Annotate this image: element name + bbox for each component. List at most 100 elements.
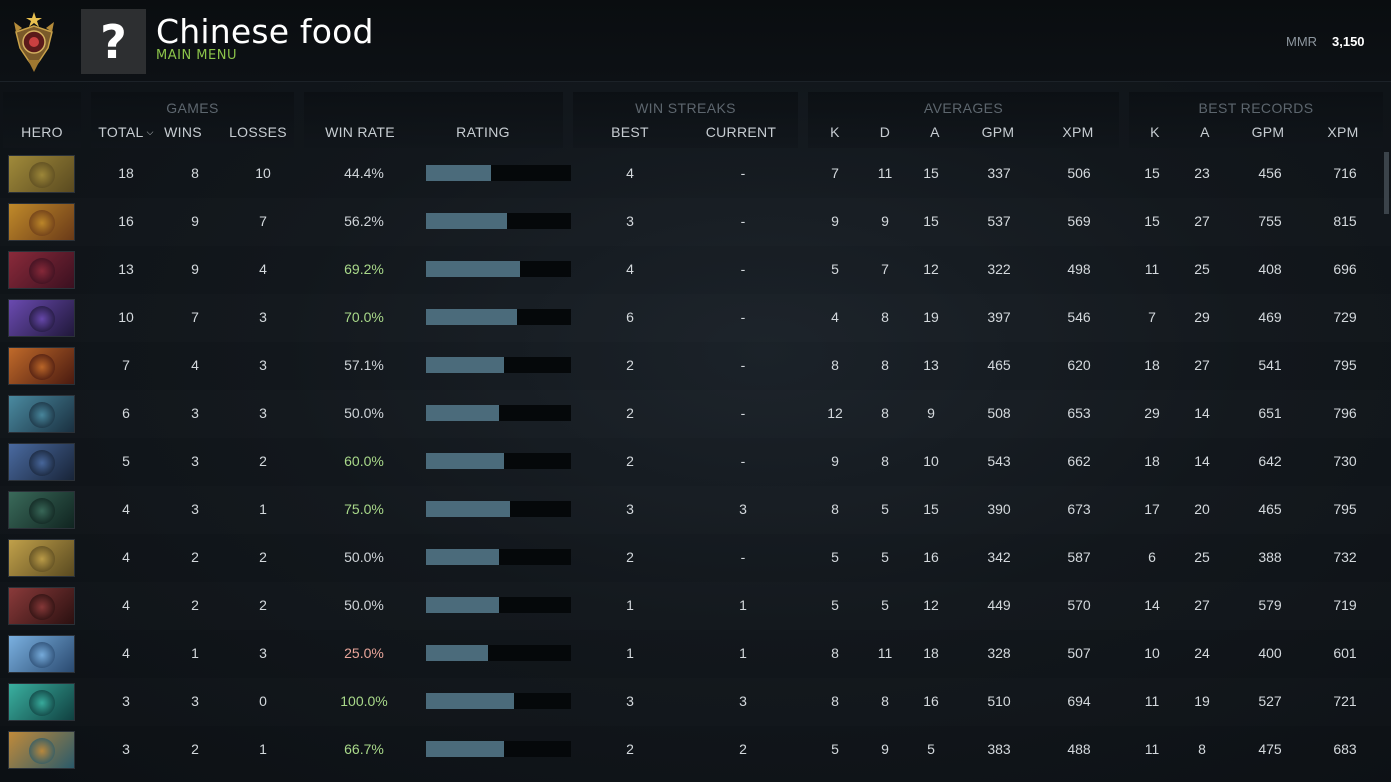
table-row[interactable]: 3 2 1 66.7% 2 2 5 9 5 383 488 11 8 475 683 [0, 726, 1391, 774]
column-header-best-gpm[interactable]: GPM [1245, 124, 1291, 140]
table-row[interactable]: 16 9 7 56.2% 3 - 9 9 15 537 569 15 27 755 815 [0, 198, 1391, 246]
avg-gpm-cell: 342 [987, 549, 1011, 565]
column-header-avg-assists[interactable]: A [920, 124, 950, 140]
column-header-avg-deaths[interactable]: D [870, 124, 900, 140]
table-row[interactable]: 4 2 2 50.0% 1 1 5 5 12 449 570 14 27 579 719 [0, 582, 1391, 630]
best-xpm-cell: 795 [1333, 357, 1357, 373]
best-streak-cell: 4 [626, 165, 634, 181]
table-row[interactable]: 3 3 0 100.0% 3 3 8 8 16 510 694 11 19 527 721 [0, 678, 1391, 726]
best-xpm-cell: 696 [1333, 261, 1357, 277]
best-streak-cell: 3 [626, 693, 634, 709]
column-header-total[interactable]: TOTAL ⌵ [91, 124, 161, 140]
rating-bar-fill [426, 549, 499, 565]
best-kills-cell: 11 [1144, 693, 1160, 709]
column-header-hero[interactable]: HERO [3, 124, 81, 140]
hero-portrait-icon[interactable] [8, 443, 75, 481]
avatar-placeholder-icon: ? [100, 14, 127, 69]
table-scrollbar[interactable] [1384, 152, 1389, 214]
hero-portrait-icon[interactable] [8, 491, 75, 529]
column-header-win-rate[interactable]: WIN RATE [314, 124, 406, 140]
avg-gpm-cell: 449 [987, 597, 1011, 613]
table-row[interactable]: 6 3 3 50.0% 2 - 12 8 9 508 653 29 14 651 796 [0, 390, 1391, 438]
hero-portrait-icon[interactable] [8, 587, 75, 625]
avg-deaths-cell: 5 [881, 501, 889, 517]
column-header-label: K [1150, 124, 1160, 140]
hero-portrait-icon[interactable] [8, 155, 75, 193]
losses-cell: 7 [259, 213, 267, 229]
rating-bar [426, 405, 571, 421]
avatar[interactable]: ? [81, 9, 146, 74]
hero-face-shape [29, 402, 55, 428]
best-assists-cell: 24 [1194, 645, 1210, 661]
column-header-label: CURRENT [705, 124, 777, 140]
column-header-avg-xpm[interactable]: XPM [1055, 124, 1101, 140]
win-rate-cell: 60.0% [344, 453, 384, 469]
hero-face-shape [29, 642, 55, 668]
table-row[interactable]: 4 3 1 75.0% 3 3 8 5 15 390 673 17 20 465 795 [0, 486, 1391, 534]
hero-portrait-icon[interactable] [8, 683, 75, 721]
column-header-label: RATING [456, 124, 510, 140]
hero-portrait-icon[interactable] [8, 395, 75, 433]
hero-portrait-icon[interactable] [8, 203, 75, 241]
column-header-current-streak[interactable]: CURRENT [696, 124, 786, 140]
losses-cell: 3 [259, 645, 267, 661]
wins-cell: 9 [191, 213, 199, 229]
column-header-avg-gpm[interactable]: GPM [975, 124, 1021, 140]
table-row[interactable]: 4 1 3 25.0% 1 1 8 11 18 328 507 10 24 400 601 [0, 630, 1391, 678]
avg-kills-cell: 5 [831, 549, 839, 565]
averages-group-box [808, 92, 1119, 148]
wins-cell: 3 [191, 405, 199, 421]
rating-bar [426, 261, 571, 277]
table-row[interactable]: 13 9 4 69.2% 4 - 5 7 12 322 498 11 25 408 696 [0, 246, 1391, 294]
avg-deaths-cell: 8 [881, 405, 889, 421]
column-header-label: HERO [21, 124, 63, 140]
hero-portrait-icon[interactable] [8, 347, 75, 385]
column-header-avg-kills[interactable]: K [820, 124, 850, 140]
avg-xpm-cell: 507 [1067, 645, 1091, 661]
best-gpm-cell: 651 [1258, 405, 1282, 421]
column-header-label: A [1200, 124, 1210, 140]
hero-column-box [3, 92, 81, 148]
total-games-cell: 4 [122, 597, 130, 613]
player-status-label: MAIN MENU [156, 48, 237, 63]
column-header-best-xpm[interactable]: XPM [1320, 124, 1366, 140]
total-games-cell: 5 [122, 453, 130, 469]
hero-portrait-icon[interactable] [8, 635, 75, 673]
best-gpm-cell: 456 [1258, 165, 1282, 181]
total-games-cell: 10 [118, 309, 134, 325]
hero-portrait-icon[interactable] [8, 251, 75, 289]
rating-bar-fill [426, 357, 504, 373]
table-row[interactable]: 7 4 3 57.1% 2 - 8 8 13 465 620 18 27 541 795 [0, 342, 1391, 390]
hero-face-shape [29, 210, 55, 236]
column-header-rating[interactable]: RATING [426, 124, 540, 140]
column-header-wins[interactable]: WINS [160, 124, 206, 140]
hero-portrait-icon[interactable] [8, 299, 75, 337]
losses-cell: 3 [259, 357, 267, 373]
column-header-best-kills[interactable]: K [1140, 124, 1170, 140]
win-rate-cell: 57.1% [344, 357, 384, 373]
best-assists-cell: 27 [1194, 597, 1210, 613]
hero-portrait-icon[interactable] [8, 539, 75, 577]
column-header-losses[interactable]: LOSSES [224, 124, 292, 140]
avg-gpm-cell: 465 [987, 357, 1011, 373]
total-games-cell: 3 [122, 741, 130, 757]
column-header-best-assists[interactable]: A [1190, 124, 1220, 140]
avg-gpm-cell: 508 [987, 405, 1011, 421]
avg-kills-cell: 12 [827, 405, 843, 421]
column-header-best-streak[interactable]: BEST [600, 124, 660, 140]
table-row[interactable]: 18 8 10 44.4% 4 - 7 11 15 337 506 15 23 456 716 [0, 150, 1391, 198]
table-row[interactable]: 5 3 2 60.0% 2 - 9 8 10 543 662 18 14 642 730 [0, 438, 1391, 486]
avg-assists-cell: 19 [923, 309, 939, 325]
hero-face-shape [29, 690, 55, 716]
avg-xpm-cell: 506 [1067, 165, 1091, 181]
best-assists-cell: 27 [1194, 213, 1210, 229]
table-row[interactable]: 4 2 2 50.0% 2 - 5 5 16 342 587 6 25 388 732 [0, 534, 1391, 582]
win-streaks-group-box [573, 92, 798, 148]
losses-cell: 3 [259, 405, 267, 421]
column-header-label: GPM [981, 124, 1015, 140]
wins-cell: 8 [191, 165, 199, 181]
hero-portrait-icon[interactable] [8, 731, 75, 769]
table-row[interactable]: 10 7 3 70.0% 6-4 8 19 397 546 7 29 469 729 [0, 294, 1391, 342]
best-assists-cell: 27 [1194, 357, 1210, 373]
hero-face-shape [29, 306, 55, 332]
